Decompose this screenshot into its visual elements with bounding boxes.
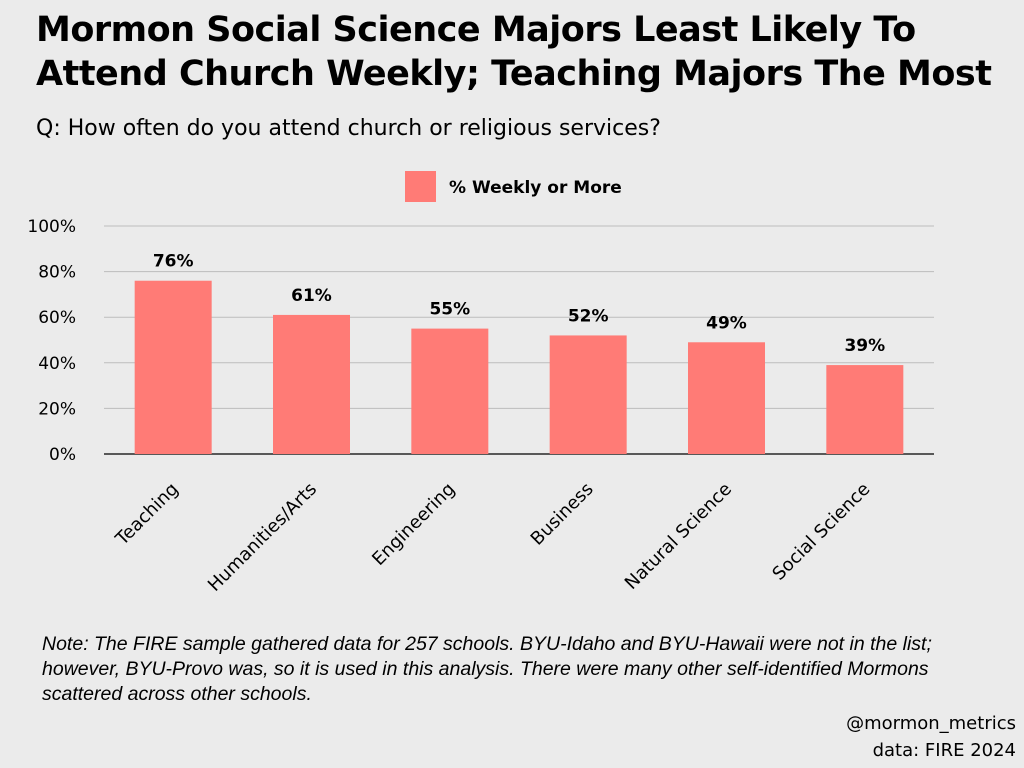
y-tick-label: 40% [38,354,76,374]
x-tick-label: Social Science [768,479,874,585]
chart-subtitle: Q: How often do you attend church or rel… [36,116,661,141]
data-label: 39% [844,336,885,356]
bar [688,342,765,454]
data-label: 76% [153,252,194,272]
chart-title: Mormon Social Science Majors Least Likel… [36,8,1016,96]
y-tick-label: 20% [38,399,76,419]
bar [549,335,627,454]
data-label: 49% [706,313,747,333]
x-tick-label: Natural Science [621,479,736,594]
x-tick-label: Humanities/Arts [204,479,321,596]
title-line-1: Mormon Social Science Majors Least Likel… [36,10,916,50]
title-line-2: Attend Church Weekly; Teaching Majors Th… [36,54,992,94]
credits: @mormon_metrics data: FIRE 2024 [846,710,1016,764]
legend-label: % Weekly or More [449,178,622,198]
data-label: 52% [568,306,609,326]
bar [134,280,212,454]
y-tick-label: 100% [27,217,76,237]
x-tick-label: Engineering [368,479,459,570]
bar [273,314,350,454]
data-label: 61% [291,286,332,306]
data-label: 55% [429,300,470,320]
x-tick-label: Business [527,479,598,550]
bar [826,365,904,454]
credit-handle: @mormon_metrics [846,713,1016,734]
y-tick-label: 80% [38,263,76,283]
footnote: Note: The FIRE sample gathered data for … [42,633,932,705]
legend-swatch [405,171,436,202]
x-tick-label: Teaching [111,479,183,551]
credit-source: data: FIRE 2024 [872,740,1016,761]
y-tick-label: 60% [38,308,76,328]
bar [411,328,489,454]
y-tick-label: 0% [49,445,76,465]
